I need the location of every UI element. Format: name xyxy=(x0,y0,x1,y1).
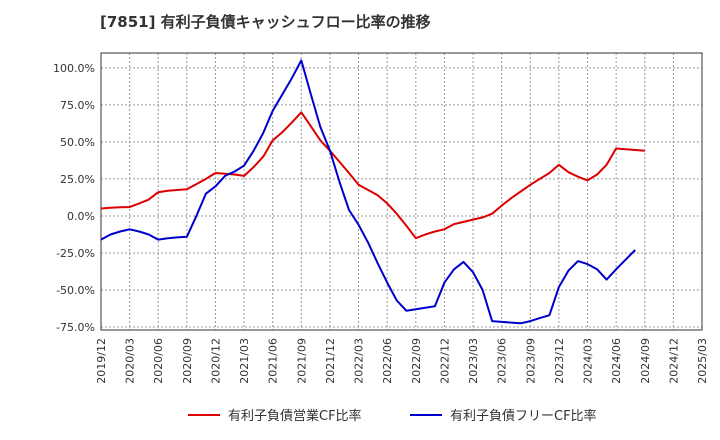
x-tick-label: 2024/12 xyxy=(667,338,680,384)
x-tick-label: 2022/12 xyxy=(438,338,451,384)
x-tick-label: 2023/06 xyxy=(496,338,509,384)
x-tick-label: 2020/03 xyxy=(124,338,137,384)
x-tick-label: 2023/03 xyxy=(467,338,480,384)
y-tick-label: -75.0% xyxy=(56,321,95,334)
x-tick-label: 2021/09 xyxy=(295,338,308,384)
x-tick-label: 2022/06 xyxy=(381,338,394,384)
y-tick-label: -50.0% xyxy=(56,284,95,297)
y-tick-label: 75.0% xyxy=(60,99,95,112)
x-tick-label: 2022/09 xyxy=(410,338,423,384)
y-tick-label: -25.0% xyxy=(56,247,95,260)
series-line-1 xyxy=(100,111,645,240)
plot-frame xyxy=(100,52,703,331)
y-tick-label: 0.0% xyxy=(67,210,95,223)
y-tick-label: 25.0% xyxy=(60,173,95,186)
x-tick-label: 2020/09 xyxy=(181,338,194,384)
legend-label-1: 有利子負債営業CF比率 xyxy=(228,408,362,424)
x-tick-label: 2023/09 xyxy=(524,338,537,384)
x-tick-label: 2024/03 xyxy=(582,338,595,384)
x-tick-label: 2019/12 xyxy=(95,338,108,384)
x-tick-label: 2024/06 xyxy=(610,338,623,384)
x-tick-label: 2022/03 xyxy=(353,338,366,384)
y-tick-label: 50.0% xyxy=(60,136,95,149)
x-axis: 2019/12 2020/03 2020/06 2020/09 2020/12 2021/… xyxy=(95,338,709,384)
x-tick-label: 2021/06 xyxy=(267,338,280,384)
grid xyxy=(100,53,703,330)
x-tick-label: 2020/06 xyxy=(152,338,165,384)
x-tick-label: 2023/12 xyxy=(553,338,566,384)
x-tick-label: 2020/12 xyxy=(209,338,222,384)
series-group xyxy=(100,59,645,325)
series-line-2 xyxy=(100,59,636,325)
y-axis: 100.0% 75.0% 50.0% 25.0% 0.0% -25.0% -50.0% -75… xyxy=(53,62,95,334)
x-tick-label: 2024/09 xyxy=(639,338,652,384)
chart-title: [7851] 有利子負債キャッシュフロー比率の推移 xyxy=(100,13,431,31)
legend-label-2: 有利子負債フリーCF比率 xyxy=(450,408,597,424)
y-tick-label: 100.0% xyxy=(53,62,95,75)
x-tick-label: 2021/03 xyxy=(238,338,251,384)
plot-border xyxy=(100,52,703,331)
x-tick-label: 2025/03 xyxy=(696,338,709,384)
x-tick-label: 2021/12 xyxy=(324,338,337,384)
legend: 有利子負債営業CF比率 有利子負債フリーCF比率 xyxy=(188,408,597,424)
